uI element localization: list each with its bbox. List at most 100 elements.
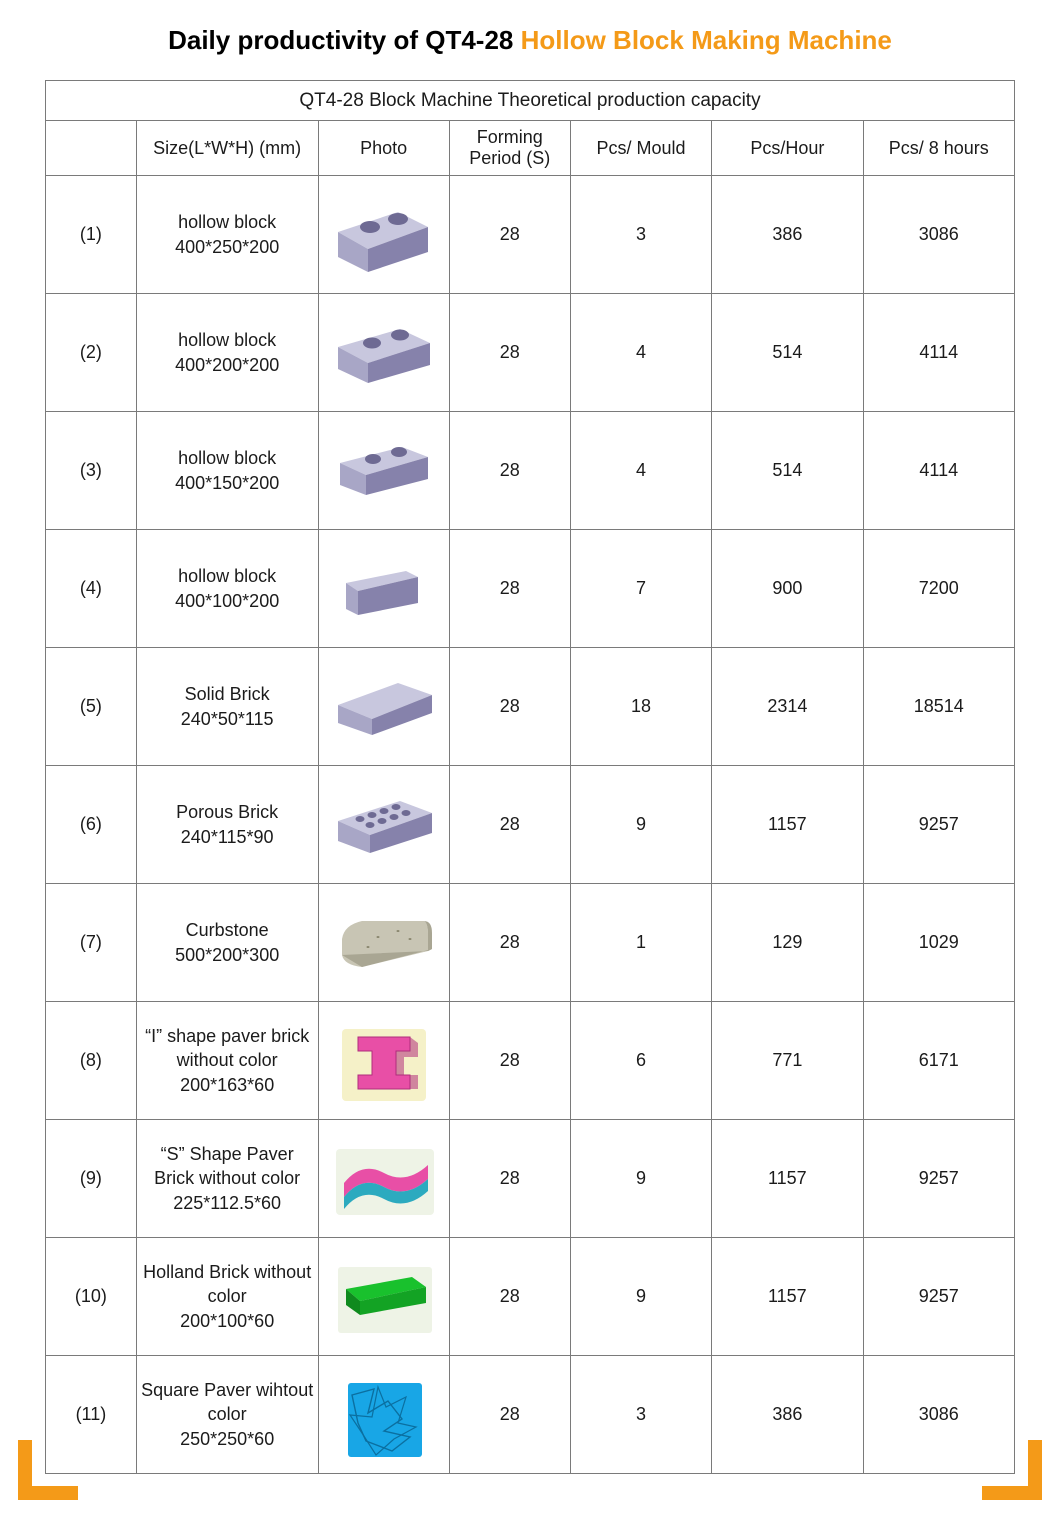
- col-pcs-mould: Pcs/ Mould: [570, 121, 711, 176]
- block-name: Square Paver wihtout color: [141, 1378, 314, 1427]
- row-photo: [318, 884, 449, 1002]
- row-pcs-mould: 1: [570, 884, 711, 1002]
- row-pcs-hour: 514: [712, 294, 863, 412]
- row-index: (8): [46, 1002, 137, 1120]
- block-icon: [328, 659, 440, 755]
- row-pcs-8h: 7200: [863, 530, 1014, 648]
- row-pcs-hour: 129: [712, 884, 863, 1002]
- title-black: Daily productivity of QT4-28: [168, 25, 521, 55]
- block-name: hollow block: [141, 564, 314, 588]
- block-name: “I” shape paver brick without color: [141, 1024, 314, 1073]
- block-icon: [328, 777, 440, 873]
- row-photo: [318, 1120, 449, 1238]
- row-pcs-hour: 1157: [712, 1120, 863, 1238]
- row-index: (9): [46, 1120, 137, 1238]
- row-pcs-hour: 2314: [712, 648, 863, 766]
- col-size: Size(L*W*H) (mm): [136, 121, 318, 176]
- row-pcs-mould: 9: [570, 766, 711, 884]
- row-pcs-8h: 4114: [863, 294, 1014, 412]
- row-pcs-hour: 1157: [712, 1238, 863, 1356]
- capacity-table: QT4-28 Block Machine Theoretical product…: [45, 80, 1015, 1474]
- row-pcs-8h: 3086: [863, 176, 1014, 294]
- block-dims: 400*200*200: [141, 353, 314, 377]
- row-index: (6): [46, 766, 137, 884]
- col-index: [46, 121, 137, 176]
- row-pcs-8h: 1029: [863, 884, 1014, 1002]
- row-pcs-8h: 9257: [863, 1238, 1014, 1356]
- row-photo: [318, 766, 449, 884]
- row-photo: [318, 648, 449, 766]
- block-dims: 400*150*200: [141, 471, 314, 495]
- row-pcs-mould: 4: [570, 294, 711, 412]
- block-name: “S” Shape Paver Brick without color: [141, 1142, 314, 1191]
- row-photo: [318, 1238, 449, 1356]
- row-index: (2): [46, 294, 137, 412]
- row-size: Porous Brick240*115*90: [136, 766, 318, 884]
- block-icon: [328, 1013, 440, 1109]
- row-pcs-hour: 900: [712, 530, 863, 648]
- table-row: (11)Square Paver wihtout color250*250*60…: [46, 1356, 1015, 1474]
- col-pcs-8h: Pcs/ 8 hours: [863, 121, 1014, 176]
- row-size: “S” Shape Paver Brick without color225*1…: [136, 1120, 318, 1238]
- row-size: Curbstone500*200*300: [136, 884, 318, 1002]
- block-icon: [328, 187, 440, 283]
- row-forming-period: 28: [449, 1238, 570, 1356]
- row-photo: [318, 530, 449, 648]
- table-row: (2)hollow block400*200*2002845144114: [46, 294, 1015, 412]
- table-row: (1)hollow block400*250*2002833863086: [46, 176, 1015, 294]
- row-pcs-hour: 1157: [712, 766, 863, 884]
- row-photo: [318, 412, 449, 530]
- row-pcs-hour: 771: [712, 1002, 863, 1120]
- row-pcs-mould: 3: [570, 1356, 711, 1474]
- block-dims: 250*250*60: [141, 1427, 314, 1451]
- table-caption: QT4-28 Block Machine Theoretical product…: [46, 81, 1015, 121]
- row-forming-period: 28: [449, 176, 570, 294]
- block-icon: [328, 1367, 440, 1463]
- row-forming-period: 28: [449, 1356, 570, 1474]
- row-index: (3): [46, 412, 137, 530]
- block-icon: [328, 423, 440, 519]
- row-forming-period: 28: [449, 412, 570, 530]
- block-dims: 200*100*60: [141, 1309, 314, 1333]
- row-size: hollow block400*250*200: [136, 176, 318, 294]
- row-index: (5): [46, 648, 137, 766]
- row-size: hollow block400*200*200: [136, 294, 318, 412]
- block-dims: 225*112.5*60: [141, 1191, 314, 1215]
- col-forming: Forming Period (S): [449, 121, 570, 176]
- row-size: hollow block400*100*200: [136, 530, 318, 648]
- row-photo: [318, 176, 449, 294]
- row-index: (4): [46, 530, 137, 648]
- table-row: (4)hollow block400*100*200 2879007200: [46, 530, 1015, 648]
- block-name: Holland Brick without color: [141, 1260, 314, 1309]
- block-name: Curbstone: [141, 918, 314, 942]
- row-photo: [318, 294, 449, 412]
- row-size: Square Paver wihtout color250*250*60: [136, 1356, 318, 1474]
- row-pcs-8h: 9257: [863, 766, 1014, 884]
- row-index: (7): [46, 884, 137, 1002]
- block-name: Porous Brick: [141, 800, 314, 824]
- block-icon: [328, 1249, 440, 1345]
- row-forming-period: 28: [449, 648, 570, 766]
- row-forming-period: 28: [449, 530, 570, 648]
- row-index: (1): [46, 176, 137, 294]
- row-size: Solid Brick240*50*115: [136, 648, 318, 766]
- block-icon: [328, 305, 440, 401]
- table-row: (6)Porous Brick240*115*9028911579257: [46, 766, 1015, 884]
- block-icon: [328, 895, 440, 991]
- block-name: hollow block: [141, 328, 314, 352]
- row-pcs-mould: 18: [570, 648, 711, 766]
- row-pcs-hour: 386: [712, 176, 863, 294]
- row-pcs-mould: 9: [570, 1238, 711, 1356]
- block-icon: [328, 541, 440, 637]
- table-row: (5)Solid Brick240*50*1152818231418514: [46, 648, 1015, 766]
- row-pcs-mould: 7: [570, 530, 711, 648]
- row-pcs-8h: 4114: [863, 412, 1014, 530]
- row-pcs-8h: 9257: [863, 1120, 1014, 1238]
- page: Daily productivity of QT4-28 Hollow Bloc…: [0, 0, 1060, 1514]
- block-dims: 400*100*200: [141, 589, 314, 613]
- block-dims: 200*163*60: [141, 1073, 314, 1097]
- block-name: hollow block: [141, 210, 314, 234]
- title-orange: Hollow Block Making Machine: [521, 25, 892, 55]
- block-icon: [328, 1131, 440, 1227]
- table-row: (7)Curbstone500*200*3002811291029: [46, 884, 1015, 1002]
